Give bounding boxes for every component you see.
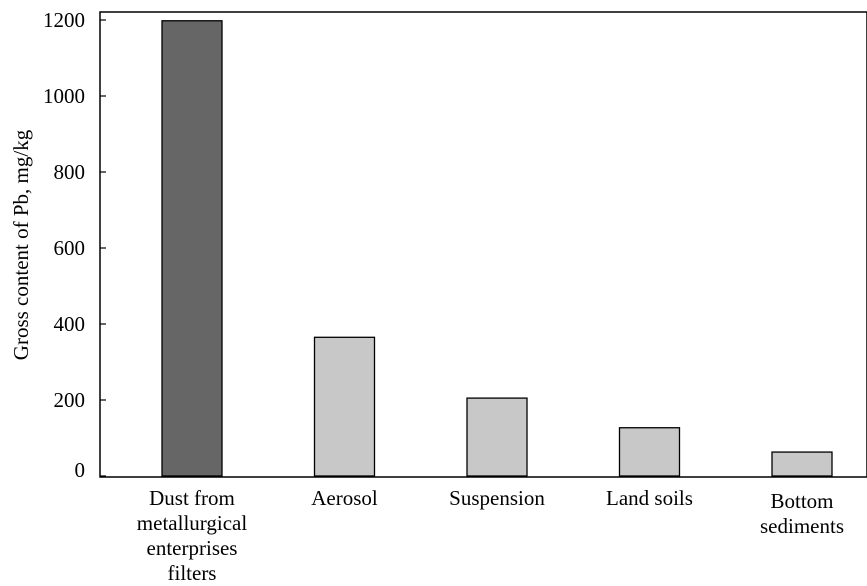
y-axis-ticks: 0 200 400 600 800 1000 1200 — [43, 8, 106, 482]
x-tick-label: Land soils — [606, 486, 693, 510]
x-tick-label-line: Suspension — [449, 486, 545, 510]
y-axis-title: Gross content of Pb, mg/kg — [9, 129, 33, 360]
x-tick-label: Dust from metallurgical enterprises filters — [137, 486, 248, 585]
x-tick-label-line: metallurgical — [137, 511, 248, 535]
bar — [618, 427, 681, 477]
y-tick-label: 600 — [54, 236, 86, 260]
x-tick-label-line: enterprises — [147, 536, 238, 560]
bar — [771, 451, 833, 477]
x-tick-label: Aerosol — [311, 486, 378, 510]
x-axis-labels: Dust from metallurgical enterprises filters… — [137, 486, 844, 585]
x-tick-label: Bottom sediments — [760, 489, 844, 538]
y-tick-label: 0 — [75, 458, 86, 482]
bars — [161, 20, 833, 477]
y-tick-label: 800 — [54, 160, 86, 184]
x-tick-label: Suspension — [449, 486, 545, 510]
y-tick-label: 200 — [54, 388, 86, 412]
y-tick-label: 400 — [54, 312, 86, 336]
x-tick-label-line: Aerosol — [311, 486, 378, 510]
x-tick-label-line: Land soils — [606, 486, 693, 510]
bar — [313, 336, 376, 477]
y-tick-label: 1000 — [43, 84, 85, 108]
x-tick-label-line: filters — [168, 561, 217, 585]
y-tick-label: 1200 — [43, 8, 85, 32]
x-tick-label-line: sediments — [760, 514, 844, 538]
plot-frame — [99, 11, 867, 478]
x-tick-label-line: Dust from — [149, 486, 235, 510]
bar — [466, 397, 528, 477]
x-tick-label-line: Bottom — [770, 489, 833, 513]
bar — [161, 20, 223, 477]
